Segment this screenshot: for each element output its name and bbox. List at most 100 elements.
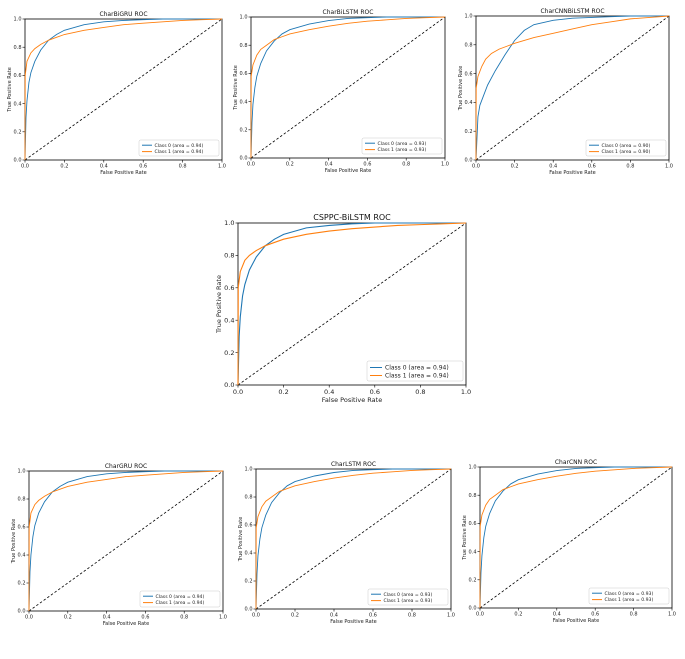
x-tick-label: 0.6 [141, 615, 149, 621]
y-tick-label: 0.8 [469, 493, 477, 499]
roc-line-class-0 [479, 466, 672, 609]
chart-title: CharBiGRU ROC [99, 11, 147, 18]
x-tick-label: 0.4 [103, 615, 111, 621]
x-axis-label: False Positive Rate [100, 170, 146, 176]
legend-label-class-1: Class 1 (area = 0.94) [155, 149, 204, 155]
x-tick-label: 1.0 [665, 164, 673, 170]
y-tick-label: 0.4 [245, 551, 253, 557]
x-axis-label: False Positive Rate [322, 396, 382, 404]
legend-label-class-0: Class 0 (area = 0.90) [602, 143, 651, 149]
y-tick-label: 0.8 [465, 43, 473, 49]
legend-label-class-1: Class 1 (area = 0.94) [385, 373, 449, 380]
legend-label-class-0: Class 0 (area = 0.94) [156, 594, 205, 600]
y-tick-label: 0.4 [224, 316, 234, 324]
legend-box [367, 588, 449, 606]
y-tick-label: 0.0 [240, 156, 248, 162]
legend-label-class-1: Class 1 (area = 0.94) [156, 600, 205, 606]
legend-label-class-1: Class 1 (area = 0.93) [384, 598, 433, 604]
chart-title: CSPPC-BiLSTM ROC [313, 213, 391, 222]
x-axis-label: False Positive Rate [325, 168, 371, 174]
roc-chart-7: 0.0 0.2 0.4 0.6 0.8 1.0 0.0 0.2 0.4 0.6 0.8 1.0 Char… [462, 459, 676, 624]
chart-title: CharCNN ROC [555, 459, 597, 466]
y-tick-label: 0.6 [245, 523, 253, 529]
x-tick-label: 0.8 [179, 164, 187, 170]
x-tick-label: 0.6 [369, 613, 377, 619]
x-tick-label: 0.2 [60, 164, 68, 170]
x-tick-label: 0.2 [278, 388, 288, 396]
roc-chart-5: 0.0 0.2 0.4 0.6 0.8 1.0 0.0 0.2 0.4 0.6 0.8 1.0 Char… [11, 463, 227, 627]
chart-title: CharBiLSTM ROC [323, 9, 374, 16]
y-tick-label: 1.0 [18, 469, 26, 475]
roc-line-class-0 [250, 16, 445, 159]
x-tick-label: 0.0 [21, 164, 29, 170]
plot-frame [475, 15, 670, 161]
y-tick-label: 0.2 [469, 578, 477, 584]
y-axis-label: True Positive Rate [233, 65, 239, 111]
x-tick-label: 1.0 [219, 615, 227, 621]
legend: Class 0 (area = 0.93)Class 1 (area = 0.9… [367, 588, 449, 606]
y-tick-label: 0.4 [465, 100, 473, 106]
legend-label-class-0: Class 0 (area = 0.93) [605, 591, 654, 597]
y-tick-label: 1.0 [465, 14, 473, 20]
y-tick-label: 0.0 [18, 609, 26, 615]
legend-box [366, 360, 464, 382]
y-tick-label: 0.6 [18, 525, 26, 531]
y-tick-label: 1.0 [245, 467, 253, 473]
y-tick-label: 1.0 [240, 15, 248, 21]
y-tick-label: 0.2 [18, 581, 26, 587]
y-tick-label: 0.2 [14, 130, 22, 136]
y-tick-label: 0.8 [14, 45, 22, 51]
roc-line-class-0 [475, 15, 669, 161]
x-tick-label: 0.2 [511, 164, 519, 170]
x-tick-label: 1.0 [441, 162, 449, 168]
legend: Class 0 (area = 0.93)Class 1 (area = 0.9… [361, 137, 443, 155]
x-tick-label: 0.0 [472, 164, 480, 170]
x-tick-label: 0.2 [514, 612, 522, 618]
y-tick-label: 0.4 [18, 553, 26, 559]
y-tick-label: 0.0 [245, 607, 253, 613]
legend-label-class-1: Class 1 (area = 0.93) [378, 147, 427, 153]
x-tick-label: 0.4 [324, 388, 334, 396]
y-tick-label: 0.6 [14, 73, 22, 79]
x-tick-label: 0.6 [370, 388, 380, 396]
y-tick-label: 0.6 [240, 71, 248, 77]
chance-diagonal [250, 16, 446, 159]
x-tick-label: 0.6 [591, 612, 599, 618]
y-tick-label: 1.0 [224, 219, 234, 227]
x-tick-label: 0.0 [233, 388, 243, 396]
x-tick-label: 0.6 [363, 162, 371, 168]
y-axis-label: True Positive Rate [238, 517, 244, 563]
legend-box [139, 590, 221, 608]
y-axis-label: True Positive Rate [11, 519, 17, 565]
x-tick-label: 0.8 [402, 162, 410, 168]
roc-line-class-1 [475, 15, 670, 161]
y-tick-label: 0.8 [18, 497, 26, 503]
x-axis-label: False Positive Rate [103, 621, 149, 627]
y-tick-label: 0.2 [245, 579, 253, 585]
y-tick-label: 0.6 [465, 71, 473, 77]
legend-box [138, 139, 220, 157]
x-tick-label: 1.0 [461, 388, 471, 396]
roc-chart-4: 0.0 0.2 0.4 0.6 0.8 1.0 0.0 0.2 0.4 0.6 0.8 1.0 CSPP… [215, 213, 471, 404]
y-tick-label: 0.0 [469, 606, 477, 612]
y-tick-label: 0.2 [465, 129, 473, 135]
x-tick-label: 0.0 [25, 615, 33, 621]
chance-diagonal [255, 468, 452, 610]
x-tick-label: 0.8 [626, 164, 634, 170]
legend-label-class-0: Class 0 (area = 0.94) [385, 365, 449, 372]
y-tick-label: 0.4 [240, 99, 248, 105]
x-axis-label: False Positive Rate [549, 170, 595, 176]
x-axis-label: False Positive Rate [553, 618, 599, 624]
y-tick-label: 0.8 [224, 252, 234, 260]
roc-line-class-1 [250, 16, 446, 159]
roc-line-class-1 [255, 468, 452, 610]
legend-box [588, 587, 670, 605]
x-tick-label: 0.4 [549, 164, 557, 170]
roc-chart-6: 0.0 0.2 0.4 0.6 0.8 1.0 0.0 0.2 0.4 0.6 0.8 1.0 Char… [238, 461, 455, 625]
x-tick-label: 0.6 [588, 164, 596, 170]
y-tick-label: 0.2 [240, 128, 248, 134]
legend: Class 0 (area = 0.94)Class 1 (area = 0.9… [139, 590, 221, 608]
x-tick-label: 0.6 [139, 164, 147, 170]
x-tick-label: 0.8 [408, 613, 416, 619]
